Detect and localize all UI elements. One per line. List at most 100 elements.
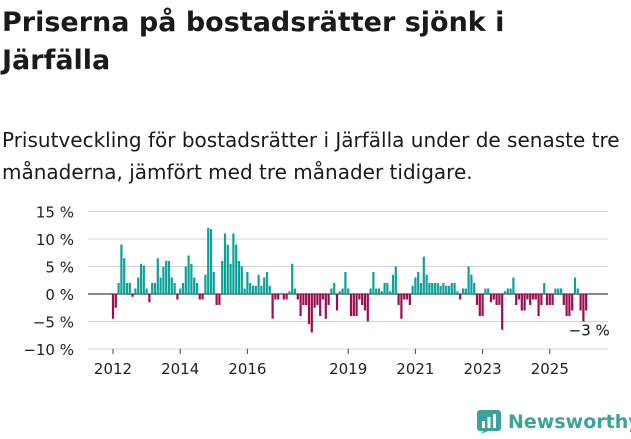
bar [498,294,501,305]
bar [249,283,252,294]
bar [310,294,313,333]
bar [543,283,546,294]
bar [279,294,283,295]
bar [562,294,565,305]
bar [358,294,361,300]
bar [568,294,571,316]
bar [428,283,431,294]
bar [319,294,322,316]
bar [352,294,355,316]
bar [431,283,434,294]
y-tick-label: 5 % [45,259,74,277]
bar [313,294,316,308]
bar [123,258,126,294]
bar [347,288,350,294]
bar [316,294,319,305]
bar [363,294,367,311]
x-tick-label: 2016 [228,360,266,378]
bar [372,272,375,294]
y-tick-label: 15 % [36,204,74,222]
bar [201,294,204,300]
bar [422,256,425,294]
bar [235,244,238,294]
bar [375,288,378,294]
bar [344,272,347,294]
y-tick-label: −5 % [33,314,74,332]
bar [531,294,535,300]
y-tick-label: 10 % [36,231,74,249]
bar [456,291,459,294]
bar [237,261,241,294]
last-value-annotation: −3 % [569,322,610,340]
bar [439,285,442,294]
bar [576,288,579,294]
bar [386,283,389,294]
bar [537,294,540,316]
bar [478,294,481,316]
bar [520,294,523,311]
bar [489,294,493,303]
bar [212,272,215,294]
bar [257,274,260,294]
bar [243,288,246,294]
bar [529,294,532,305]
bar [400,294,403,319]
bar [509,288,512,294]
bar [162,266,165,294]
bar [355,294,358,316]
bar [534,294,537,300]
bar [153,283,157,294]
x-tick-label: 2012 [94,360,132,378]
bar [209,229,213,294]
bar [204,274,207,294]
bar [501,294,504,330]
bar [473,283,476,294]
bar [484,288,487,294]
bar [545,294,549,305]
bar [288,291,291,294]
bar [268,285,271,294]
bar [114,294,117,308]
x-tick-label: 2014 [161,360,199,378]
bar [265,272,269,294]
bar [397,294,400,305]
bar [221,261,224,294]
bar [327,294,330,305]
bar [218,294,221,305]
bar [582,294,585,322]
bar [579,294,582,311]
bar [173,283,176,294]
bar [179,288,182,294]
bar [291,263,294,294]
bar [349,294,353,316]
bar [187,255,190,294]
bar [548,294,551,305]
bar [503,291,507,294]
bar [111,294,115,319]
bar [551,294,554,305]
bar [254,285,257,294]
bar [366,294,369,322]
bar [492,294,495,300]
bar [425,274,428,294]
newsworthy-logo: Newsworthy [476,408,631,436]
bar [585,294,588,311]
bar-chart: 15 % 10 % 5 % 0 % −5 % −10 % 2012 2014 2016 2019 2… [23,204,610,379]
bar [464,288,467,294]
bar [447,285,451,294]
bar [380,291,383,294]
chart-title: Priserna på bostadsrätter sjönk i Järfäl… [2,7,505,76]
bar [215,294,218,305]
bar [260,285,263,294]
bar [383,283,386,294]
bar [139,263,143,294]
bar [481,294,484,316]
bar [470,274,473,294]
bar [436,283,439,294]
bar [285,294,288,300]
bar [512,277,515,294]
bar [338,291,341,294]
bar [411,285,414,294]
bar [128,283,131,294]
bar [184,266,187,294]
